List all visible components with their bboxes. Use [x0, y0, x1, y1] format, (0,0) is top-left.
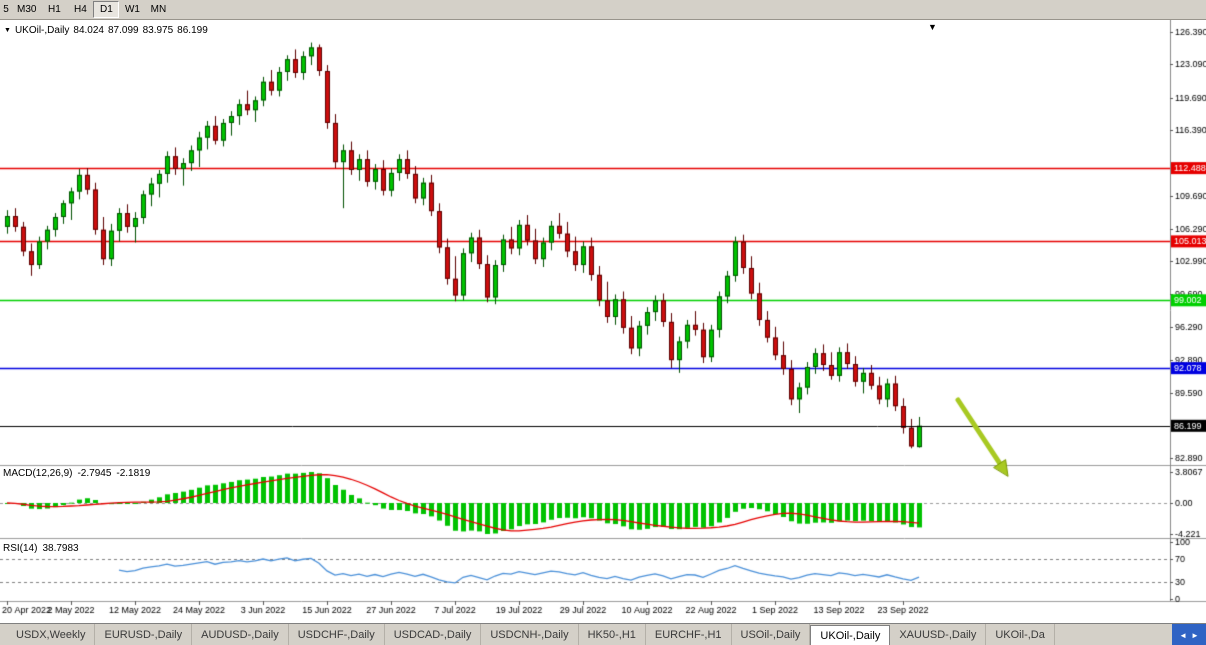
ohlc-close-value: 86.199 — [177, 25, 208, 36]
chart-tab-audusd-daily[interactable]: AUDUSD-,Daily — [192, 624, 289, 645]
chart-tab-eurchf-h1[interactable]: EURCHF-,H1 — [646, 624, 732, 645]
ohlc-open-value: 84.024 — [73, 25, 104, 36]
rsi-value: 38.7983 — [42, 543, 79, 554]
rsi-name: RSI(14) — [3, 543, 38, 554]
chart-window: ▼ UKOil-,Daily 84.024 87.099 83.975 86.199 ▼ … — [0, 20, 1206, 623]
chart-tab-usdx-weekly[interactable]: USDX,Weekly — [7, 624, 96, 645]
timeframe-button-h4[interactable]: H4 — [67, 1, 94, 18]
macd-value: -2.7945 — [77, 468, 112, 479]
chart-tab-usoil-daily[interactable]: USOil-,Daily — [732, 624, 811, 645]
chart-tab-ukoil-daily[interactable]: UKOil-,Daily — [810, 625, 891, 645]
timeframe-button-h1[interactable]: H1 — [41, 1, 68, 18]
chart-tabs: USDX,Weekly EURUSD-,Daily AUDUSD-,Daily USD… — [0, 624, 1172, 645]
dropdown-arrow-icon[interactable]: ▼ — [928, 22, 937, 32]
chart-symbol-label: UKOil-,Daily — [14, 25, 70, 36]
timeframe-button-m30[interactable]: M30 — [12, 1, 42, 18]
chart-tab-hk50-h1[interactable]: HK50-,H1 — [579, 624, 646, 645]
timeframe-button-mn[interactable]: MN — [145, 1, 172, 18]
chart-tab-usdcad-daily[interactable]: USDCAD-,Daily — [385, 624, 482, 645]
tab-scroll-right-icon[interactable]: ► — [1191, 631, 1199, 640]
timeframe-toolbar: 5 M30 H1 H4 D1 W1 MN — [0, 0, 1206, 20]
chart-tab-bar: USDX,Weekly EURUSD-,Daily AUDUSD-,Daily USD… — [0, 623, 1206, 645]
ohlc-low-value: 83.975 — [142, 25, 174, 36]
price-chart-canvas[interactable] — [0, 20, 1206, 623]
rsi-indicator-label: RSI(14) 38.7983 — [3, 543, 84, 554]
chart-tab-eurusd-daily[interactable]: EURUSD-,Daily — [95, 624, 193, 645]
tab-scroll-left-icon[interactable]: ◄ — [1179, 631, 1187, 640]
chart-header: ▼ UKOil-,Daily 84.024 87.099 83.975 86.199 — [4, 25, 212, 36]
chart-tab-ukoil-da[interactable]: UKOil-,Da — [986, 624, 1055, 645]
macd-indicator-label: MACD(12,26,9) -2.7945 -2.1819 — [3, 468, 155, 479]
ohlc-high-value: 87.099 — [107, 25, 139, 36]
timeframe-button-5[interactable]: 5 — [0, 1, 12, 18]
chart-tab-usdcnh-daily[interactable]: USDCNH-,Daily — [481, 624, 579, 645]
macd-signal-value: -2.1819 — [116, 468, 151, 479]
timeframe-button-d1[interactable]: D1 — [93, 1, 120, 18]
macd-name: MACD(12,26,9) — [3, 468, 73, 479]
chart-tab-usdchf-daily[interactable]: USDCHF-,Daily — [289, 624, 385, 645]
tab-scroll-arrows: ◄ ► — [1172, 624, 1206, 645]
timeframe-button-w1[interactable]: W1 — [119, 1, 146, 18]
collapse-triangle-icon[interactable]: ▼ — [4, 27, 11, 34]
chart-tab-xauusd-daily[interactable]: XAUUSD-,Daily — [890, 624, 987, 645]
